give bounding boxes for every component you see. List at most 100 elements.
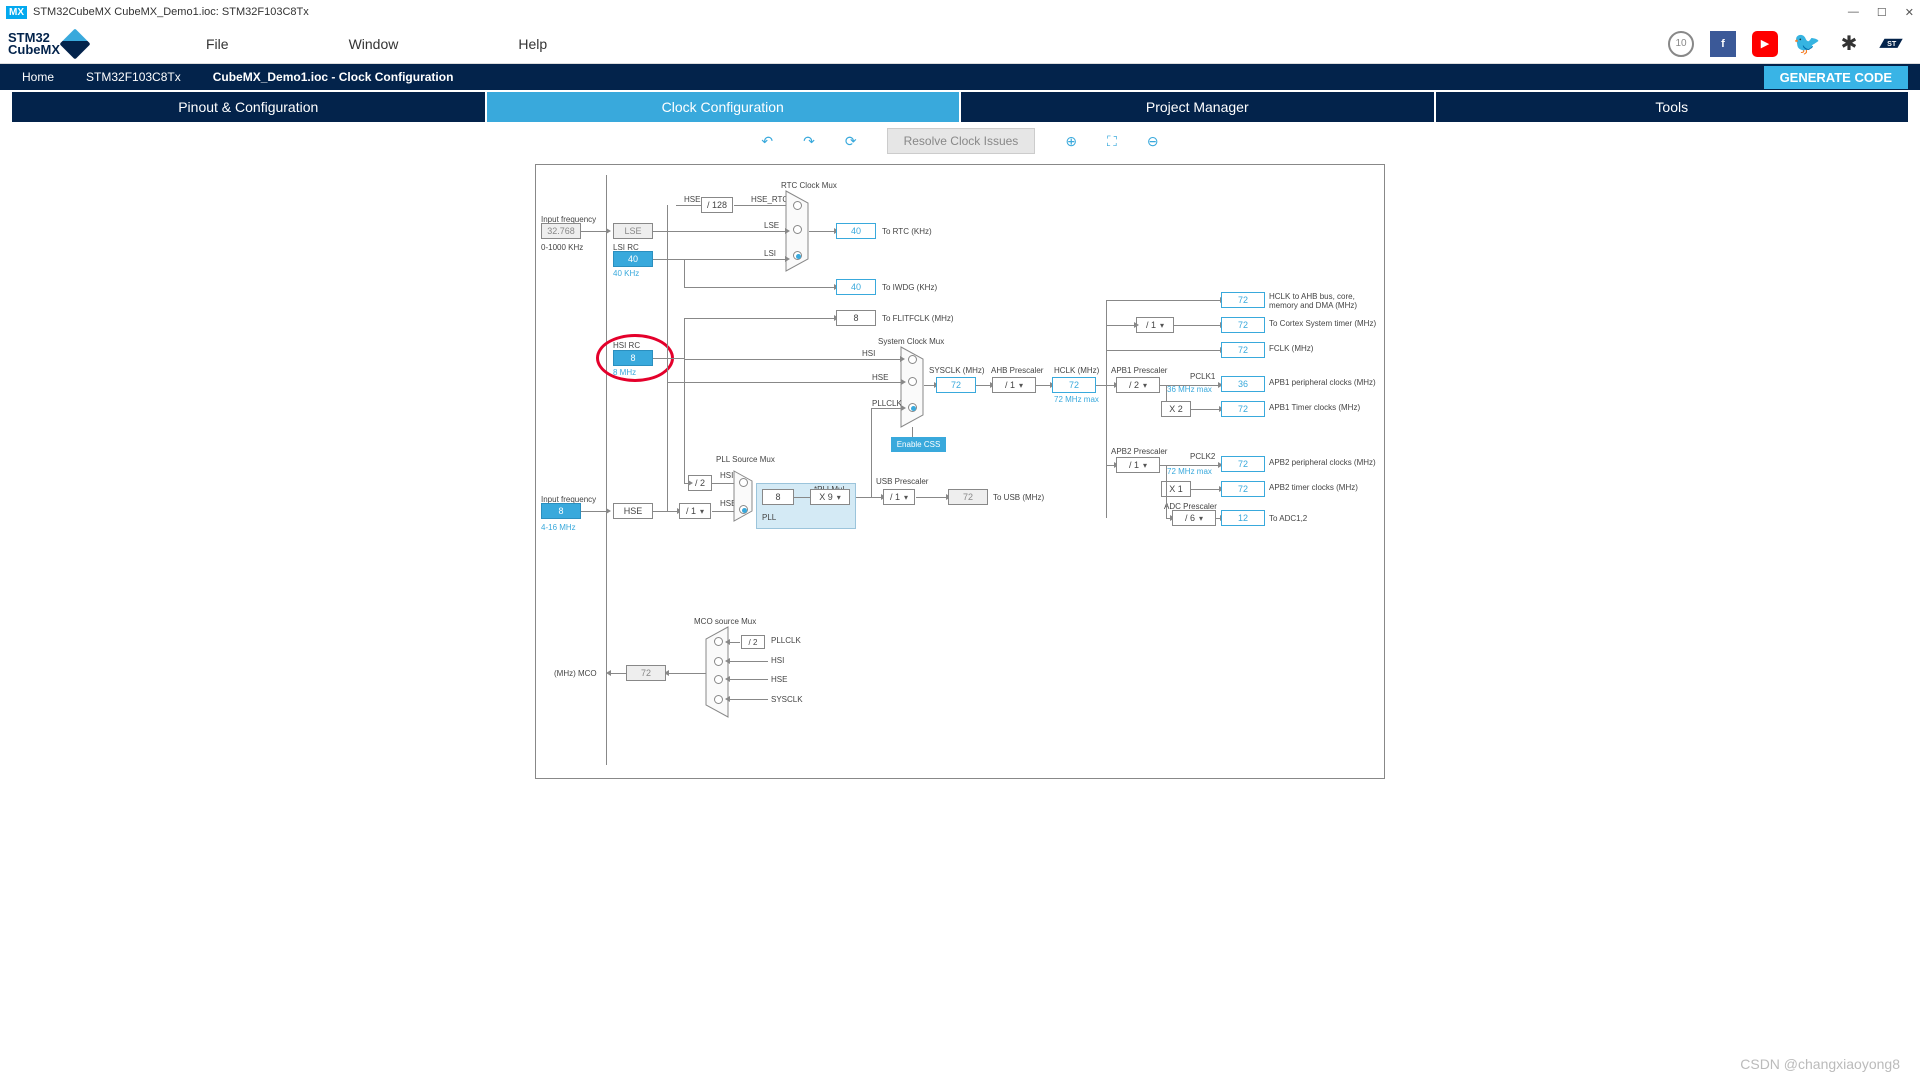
pllclk-l: PLLCLK xyxy=(872,399,902,408)
generate-code-button[interactable]: GENERATE CODE xyxy=(1764,66,1908,89)
sysclk-radio-pllclk[interactable] xyxy=(908,403,917,412)
undo-icon[interactable]: ↶ xyxy=(761,133,773,150)
line xyxy=(1096,385,1106,386)
line xyxy=(1106,300,1220,301)
line xyxy=(916,497,946,498)
clock-diagram[interactable]: RTC Clock Mux HSE / 128 HSE_RTC Input fr… xyxy=(535,164,1385,779)
line xyxy=(730,661,768,662)
line xyxy=(1160,385,1218,386)
sysclk-radio-hse[interactable] xyxy=(908,377,917,386)
pclk2-max: 72 MHz max xyxy=(1167,467,1212,476)
mco-radio-hsi[interactable] xyxy=(714,657,723,666)
line xyxy=(856,497,871,498)
flitf-lbl: To FLITFCLK (MHz) xyxy=(882,314,954,323)
line xyxy=(712,511,734,512)
rtc-val: 40 xyxy=(836,223,876,239)
line xyxy=(1160,465,1218,466)
tab-project[interactable]: Project Manager xyxy=(961,92,1436,122)
mco-radio-pllclk[interactable] xyxy=(714,637,723,646)
adc-pre-select[interactable]: / 6 xyxy=(1172,510,1216,526)
facebook-icon[interactable]: f xyxy=(1710,31,1736,57)
mco-d2: / 2 xyxy=(741,635,765,649)
tab-clock[interactable]: Clock Configuration xyxy=(487,92,962,122)
pll-to-sysmux-line xyxy=(871,408,872,498)
minimize-button[interactable]: — xyxy=(1848,6,1859,19)
cortex-div-select[interactable]: / 1 xyxy=(1136,317,1174,333)
lsi-val-box: 40 xyxy=(613,251,653,267)
o-fclk: 72 xyxy=(1221,342,1265,358)
hse-div-select[interactable]: / 1 xyxy=(679,503,711,519)
line xyxy=(734,205,786,206)
ahb-pre-select[interactable]: / 1 xyxy=(992,377,1036,393)
line xyxy=(676,205,701,206)
main-tabs: Pinout & Configuration Clock Configurati… xyxy=(12,92,1908,122)
sysclk-val[interactable]: 72 xyxy=(936,377,976,393)
pll-hsi-l: HSI xyxy=(720,471,733,480)
fit-icon[interactable]: ⛶ xyxy=(1107,133,1117,150)
line xyxy=(1174,325,1220,326)
mco-radio-sysclk[interactable] xyxy=(714,695,723,704)
watermark-text: CSDN @changxiaoyong8 xyxy=(1740,1056,1900,1072)
mco-pllclk: PLLCLK xyxy=(771,636,801,645)
pll-radio-hsi[interactable] xyxy=(739,478,748,487)
badge-icon[interactable]: 10 xyxy=(1668,31,1694,57)
o-apb2p: 72 xyxy=(1221,456,1265,472)
o-apb1t-l: APB1 Timer clocks (MHz) xyxy=(1269,403,1360,412)
menu-help[interactable]: Help xyxy=(518,36,547,52)
mco-radio-hse[interactable] xyxy=(714,675,723,684)
mco-mux-label: MCO source Mux xyxy=(694,617,756,626)
breadcrumb-chip[interactable]: STM32F103C8Tx xyxy=(68,64,195,90)
apb1-pre-select[interactable]: / 2 xyxy=(1116,377,1160,393)
pclk1-label: PCLK1 xyxy=(1190,372,1215,381)
line xyxy=(581,231,606,232)
close-button[interactable]: ✕ xyxy=(1905,6,1914,19)
input-freq-box[interactable]: 32.768 xyxy=(541,223,581,239)
menu-window[interactable]: Window xyxy=(349,36,399,52)
usb-div-select[interactable]: / 1 xyxy=(883,489,915,505)
hse-box[interactable]: HSE xyxy=(613,503,653,519)
trunk-line xyxy=(606,175,607,765)
sysclk-radio-hsi[interactable] xyxy=(908,355,917,364)
st-logo-icon[interactable]: ST xyxy=(1878,31,1904,57)
ahb-pre-label: AHB Prescaler xyxy=(991,366,1043,375)
zoom-in-icon[interactable]: ⊕ xyxy=(1065,133,1077,150)
window-title: STM32CubeMX CubeMX_Demo1.ioc: STM32F103C… xyxy=(33,6,309,18)
hclk-max: 72 MHz max xyxy=(1054,395,1099,404)
lse-box[interactable]: LSE xyxy=(613,223,653,239)
breadcrumb-current[interactable]: CubeMX_Demo1.ioc - Clock Configuration xyxy=(195,64,468,90)
community-icon[interactable]: ✱ xyxy=(1836,31,1862,57)
resolve-clock-button[interactable]: Resolve Clock Issues xyxy=(887,128,1036,154)
menu-file[interactable]: File xyxy=(206,36,229,52)
enable-css-button[interactable]: Enable CSS xyxy=(891,437,946,452)
line xyxy=(1106,465,1114,466)
redo-icon[interactable]: ↷ xyxy=(803,133,815,150)
input-freq2-box[interactable]: 8 xyxy=(541,503,581,519)
youtube-icon[interactable]: ▶ xyxy=(1752,31,1778,57)
pll-radio-hse[interactable] xyxy=(739,505,748,514)
input-freq2-range: 4-16 MHz xyxy=(541,523,576,532)
line xyxy=(1191,409,1219,410)
rtc-mux-label: RTC Clock Mux xyxy=(781,181,837,190)
rtc-mux-radio-lsi[interactable] xyxy=(793,251,802,260)
hsi-rc-label: HSI RC xyxy=(613,341,640,350)
apb2-pre-select[interactable]: / 1 xyxy=(1116,457,1160,473)
line xyxy=(730,642,740,643)
line xyxy=(684,318,834,319)
line xyxy=(581,511,606,512)
rtc-mux-radio-hse[interactable] xyxy=(793,201,802,210)
refresh-icon[interactable]: ⟳ xyxy=(845,133,857,150)
tab-pinout[interactable]: Pinout & Configuration xyxy=(12,92,487,122)
line xyxy=(1036,385,1050,386)
pll-mux-label: PLL Source Mux xyxy=(716,455,775,464)
line xyxy=(871,408,901,409)
maximize-button[interactable]: ☐ xyxy=(1877,6,1887,19)
twitter-icon[interactable]: 🐦 xyxy=(1794,31,1820,57)
pll-mul-select[interactable]: X 9 xyxy=(810,489,850,505)
social-links: 10 f ▶ 🐦 ✱ ST xyxy=(1668,31,1904,57)
rtc-mux-radio-lse[interactable] xyxy=(793,225,802,234)
zoom-out-icon[interactable]: ⊖ xyxy=(1147,133,1159,150)
tab-tools[interactable]: Tools xyxy=(1436,92,1909,122)
hclk-val[interactable]: 72 xyxy=(1052,377,1096,393)
line xyxy=(684,359,900,360)
breadcrumb-home[interactable]: Home xyxy=(4,64,68,90)
